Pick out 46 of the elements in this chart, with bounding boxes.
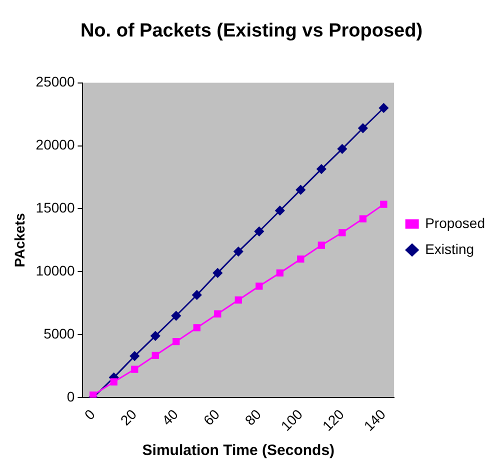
- point: [378, 103, 388, 113]
- point: [316, 164, 326, 174]
- y-tick-label: 5000: [44, 326, 75, 342]
- point: [254, 226, 264, 236]
- point: [338, 229, 346, 236]
- point: [256, 282, 263, 290]
- y-tick-label: 10000: [36, 262, 75, 279]
- x-tick-label: 40: [158, 406, 182, 428]
- x-tick-label: 100: [278, 406, 306, 434]
- point: [171, 311, 181, 321]
- x-tick-label: 20: [117, 406, 140, 428]
- point: [131, 366, 138, 373]
- x-axis-title: Simulation Time (Seconds): [142, 442, 335, 460]
- point: [276, 269, 284, 277]
- point: [359, 215, 367, 222]
- point: [150, 331, 160, 341]
- x-tick-label: 80: [242, 406, 264, 428]
- point: [110, 378, 118, 386]
- point: [214, 310, 222, 318]
- point: [193, 324, 200, 332]
- legend-label: Proposed: [425, 214, 486, 231]
- x-tick-label: 140: [360, 406, 389, 434]
- point: [234, 296, 242, 304]
- y-tick-label: 25000: [36, 74, 75, 90]
- point: [130, 351, 140, 361]
- point: [212, 268, 222, 278]
- legend-label: Existing: [425, 240, 474, 257]
- point: [192, 290, 202, 300]
- point: [234, 246, 244, 256]
- point: [152, 352, 159, 359]
- y-tick-label: 0: [66, 388, 75, 404]
- point: [296, 185, 306, 195]
- x-tick-label: 120: [319, 406, 348, 434]
- point: [275, 206, 285, 216]
- point: [297, 256, 304, 263]
- y-axis-title: PAckets: [11, 212, 28, 268]
- point: [380, 200, 388, 208]
- y-tick-label: 15000: [36, 200, 75, 216]
- point: [172, 338, 180, 346]
- point: [318, 242, 325, 249]
- y-tick-label: 20000: [36, 136, 75, 153]
- x-tick-label: 60: [200, 406, 223, 428]
- chart-title: No. of Packets (Existing vs Proposed): [80, 20, 423, 42]
- x-tick-label: 0: [81, 406, 98, 423]
- point: [337, 144, 347, 154]
- point: [358, 123, 368, 133]
